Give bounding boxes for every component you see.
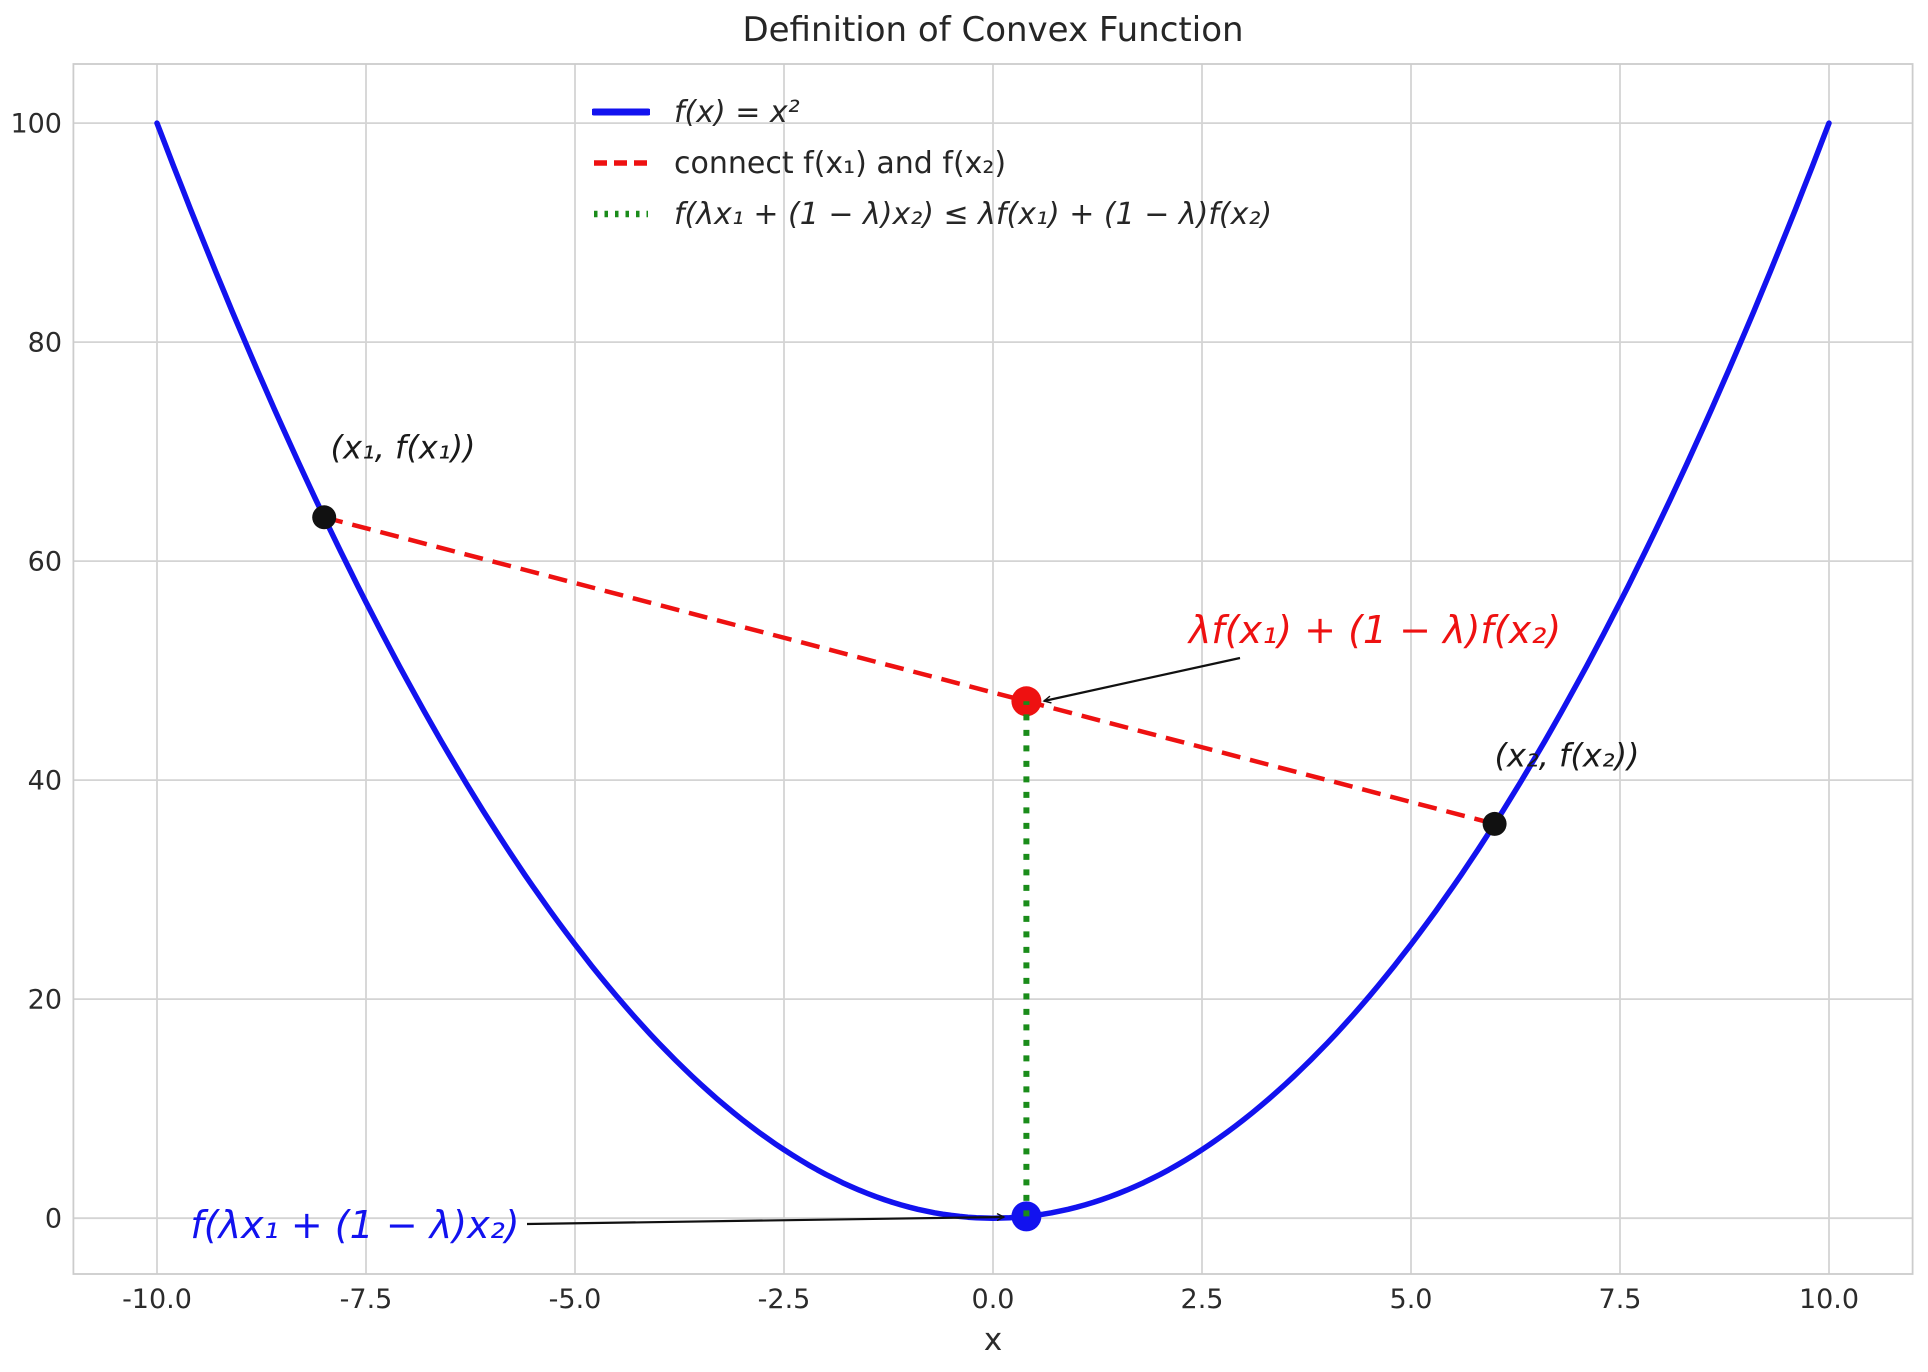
y-tick-label: 20 bbox=[28, 985, 62, 1016]
annotation-x2-point-label: (x₂, f(x₂)) bbox=[1494, 736, 1640, 775]
legend: f(x) = x² connect f(x₁) and f(x₂) f(λx₁ … bbox=[592, 92, 1272, 234]
annotation-chord-value-label: λf(x₁) + (1 − λ)f(x₂) bbox=[1188, 608, 1562, 653]
y-tick-label: 40 bbox=[28, 766, 62, 797]
chord-line bbox=[323, 515, 1496, 827]
chart-title: Definition of Convex Function bbox=[742, 10, 1244, 50]
x-tick-label: -2.5 bbox=[758, 1284, 811, 1315]
y-tick-label: 0 bbox=[45, 1204, 62, 1235]
legend-item-inequality: f(λx₁ + (1 − λ)x₂) ≤ λf(x₁) + (1 − λ)f(x… bbox=[592, 194, 1272, 234]
x-tick-label: -10.0 bbox=[122, 1284, 192, 1315]
point-x2 bbox=[1482, 811, 1507, 836]
x-axis-label: x bbox=[984, 1322, 1002, 1358]
legend-dotted-line-icon bbox=[594, 210, 648, 218]
annotation-x1-point-label: (x₁, f(x₁)) bbox=[330, 428, 476, 467]
x-tick-label: 0.0 bbox=[972, 1284, 1015, 1315]
legend-label-inequality: f(λx₁ + (1 − λ)x₂) ≤ λf(x₁) + (1 − λ)f(x… bbox=[674, 196, 1273, 232]
legend-item-function: f(x) = x² bbox=[592, 92, 1272, 132]
legend-label-function: f(x) = x² bbox=[674, 94, 800, 130]
legend-solid-line-icon bbox=[592, 108, 650, 116]
x-tick-label: 10.0 bbox=[1799, 1284, 1859, 1315]
y-tick-label: 60 bbox=[28, 547, 62, 578]
x-tick-label: 2.5 bbox=[1181, 1284, 1224, 1315]
x-tick-label: -5.0 bbox=[549, 1284, 602, 1315]
y-tick-label: 80 bbox=[28, 328, 62, 359]
point-x1 bbox=[312, 505, 337, 530]
legend-label-chord: connect f(x₁) and f(x₂) bbox=[674, 145, 1007, 181]
x-tick-label: 5.0 bbox=[1390, 1284, 1433, 1315]
annotation-arrow bbox=[526, 1217, 1004, 1226]
annotation-arrow bbox=[1044, 656, 1241, 701]
legend-item-chord: connect f(x₁) and f(x₂) bbox=[592, 143, 1272, 183]
y-tick-label: 100 bbox=[10, 109, 62, 140]
x-tick-label: -7.5 bbox=[340, 1284, 393, 1315]
plot-frame bbox=[72, 63, 1914, 1275]
x-tick-label: 7.5 bbox=[1599, 1284, 1642, 1315]
legend-dashed-line-icon bbox=[594, 160, 648, 166]
annotation-curve-value-label: f(λx₁ + (1 − λ)x₂) bbox=[190, 1203, 520, 1248]
